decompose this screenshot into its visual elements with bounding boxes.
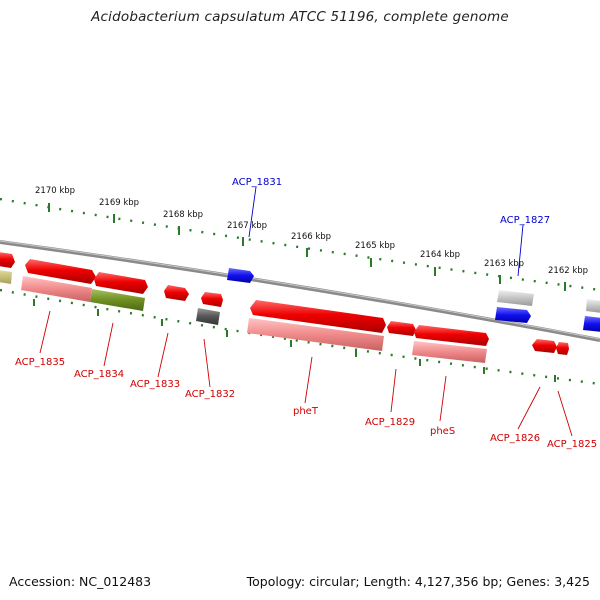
genome-title: Acidobacterium capsulatum ATCC 51196, co… <box>91 9 509 25</box>
gene-arrow-acp-1826[interactable] <box>532 339 557 353</box>
gene-label-acp-1833[interactable]: ACP_1833 <box>130 379 180 390</box>
gene-label-acp-1826[interactable]: ACP_1826 <box>490 433 540 444</box>
feature-block-acp-1835[interactable] <box>21 276 92 302</box>
scale-label: 2162 kbp <box>548 266 588 276</box>
bottom-gene-labels: ACP_1835 ACP_1834 ACP_1833 ACP_1832 pheT… <box>15 357 597 450</box>
scale-label: 2164 kbp <box>420 250 460 260</box>
scale-label: 2167 kbp <box>227 221 267 231</box>
gene-arrow-acp-1832[interactable] <box>201 292 223 307</box>
feature-arrow-acp-1827[interactable] <box>495 307 531 323</box>
gene-label-acp-1834[interactable]: ACP_1834 <box>74 369 124 380</box>
gene-arrow-acp-1825[interactable] <box>556 342 569 355</box>
leader-line <box>304 356 313 404</box>
feature-block-acp-1834[interactable] <box>90 289 145 311</box>
gene-label-acp-1827[interactable]: ACP_1827 <box>500 215 550 226</box>
accession-text: Accession: NC_012483 <box>9 574 152 589</box>
gene-label-acp-1835[interactable]: ACP_1835 <box>15 357 65 368</box>
feature-block-acp-1827[interactable] <box>497 290 534 306</box>
scale-label: 2163 kbp <box>484 259 524 269</box>
inner-strand-features <box>0 270 487 363</box>
gene-label-pheS[interactable]: pheS <box>430 426 455 437</box>
feature-block-acp-1832[interactable] <box>196 308 220 325</box>
genome-backbone <box>0 240 600 342</box>
leader-line <box>157 332 169 378</box>
gene-label-pheT[interactable]: pheT <box>293 406 319 417</box>
scale-label: 2170 kbp <box>35 186 75 196</box>
gene-arrow-pheT[interactable] <box>250 300 386 333</box>
leader-line <box>557 390 573 437</box>
leader-line <box>517 386 541 430</box>
feature-block[interactable] <box>586 299 600 313</box>
lower-scale-ruler <box>0 288 600 386</box>
gene-arrow-acp-1833[interactable] <box>164 285 189 301</box>
leader-line <box>103 322 114 367</box>
feature-block-pheS[interactable] <box>412 341 487 363</box>
gene-arrow-acp-1829[interactable] <box>387 321 416 336</box>
leader-line <box>439 375 447 422</box>
feature-arrow[interactable] <box>583 316 600 332</box>
gene-arrow[interactable] <box>0 252 15 268</box>
gene-label-acp-1829[interactable]: ACP_1829 <box>365 417 415 428</box>
forward-strand-genes <box>0 252 569 355</box>
upper-scale-ruler <box>0 197 600 292</box>
scale-label: 2168 kbp <box>163 210 203 220</box>
gene-label-acp-1831[interactable]: ACP_1831 <box>232 177 282 188</box>
leader-line <box>203 338 211 388</box>
gene-label-acp-1825[interactable]: ACP_1825 <box>547 439 597 450</box>
top-gene-labels: ACP_1831 ACP_1827 <box>232 177 550 226</box>
gene-arrow-pheS[interactable] <box>414 325 489 346</box>
gene-arrow-acp-1834[interactable] <box>94 272 148 294</box>
leader-line <box>390 368 397 413</box>
topology-text: Topology: circular; Length: 4,127,356 bp… <box>246 574 590 589</box>
feature-block[interactable] <box>0 270 12 284</box>
label-leaders <box>39 186 573 437</box>
leader-line <box>248 186 257 238</box>
scale-labels: 2170 kbp 2169 kbp 2168 kbp 2167 kbp 2166… <box>35 186 588 276</box>
scale-label: 2166 kbp <box>291 232 331 242</box>
gene-label-acp-1832[interactable]: ACP_1832 <box>185 389 235 400</box>
leader-line <box>517 224 524 277</box>
feature-block-pheT[interactable] <box>247 318 384 351</box>
gene-arrow-acp-1835[interactable] <box>25 259 96 284</box>
feature-arrow-acp-1831[interactable] <box>227 268 254 283</box>
outer-strand-features <box>227 268 600 332</box>
scale-label: 2165 kbp <box>355 241 395 251</box>
scale-label: 2169 kbp <box>99 198 139 208</box>
leader-line <box>39 310 51 354</box>
